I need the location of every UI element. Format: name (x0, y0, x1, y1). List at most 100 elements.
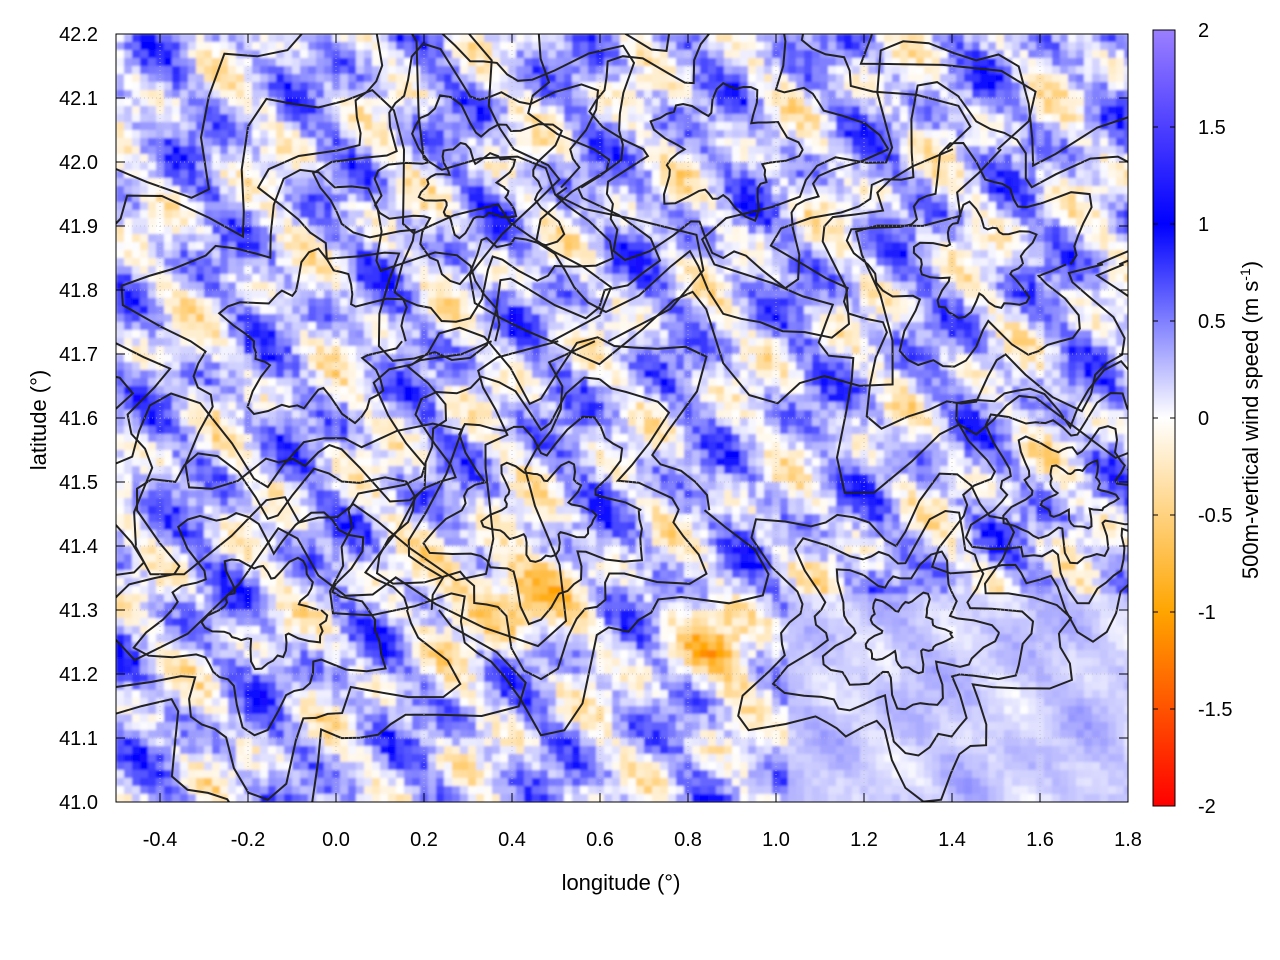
field-cell (212, 178, 221, 187)
field-cell (388, 338, 397, 347)
field-cell (836, 322, 845, 331)
field-cell (644, 242, 653, 251)
field-cell (148, 34, 157, 43)
field-cell (1060, 42, 1069, 51)
field-cell (532, 66, 541, 75)
field-cell (492, 218, 501, 227)
field-cell (700, 218, 709, 227)
field-cell (1092, 98, 1101, 107)
field-cell (268, 322, 277, 331)
field-cell (1060, 202, 1069, 211)
field-cell (364, 122, 373, 131)
field-cell (756, 242, 765, 251)
field-cell (268, 34, 277, 43)
field-cell (900, 218, 909, 227)
field-cell (924, 226, 933, 235)
field-cell (660, 106, 669, 115)
field-cell (1108, 314, 1117, 323)
field-cell (876, 82, 885, 91)
field-cell (284, 162, 293, 171)
field-cell (756, 162, 765, 171)
field-cell (460, 34, 469, 43)
field-cell (1108, 154, 1117, 163)
field-cell (676, 42, 685, 51)
field-cell (972, 314, 981, 323)
field-cell (924, 178, 933, 187)
field-cell (612, 218, 621, 227)
field-cell (116, 282, 125, 291)
field-cell (492, 42, 501, 51)
field-cell (548, 226, 557, 235)
field-cell (196, 146, 205, 155)
field-cell (532, 242, 541, 251)
field-cell (908, 178, 917, 187)
field-cell (676, 306, 685, 315)
field-cell (892, 242, 901, 251)
field-cell (556, 330, 565, 339)
field-cell (628, 114, 637, 123)
field-cell (852, 178, 861, 187)
field-cell (1068, 106, 1077, 115)
field-cell (1052, 298, 1061, 307)
field-cell (124, 250, 133, 259)
field-cell (132, 122, 141, 131)
field-cell (676, 202, 685, 211)
field-cell (116, 50, 125, 59)
field-cell (620, 82, 629, 91)
field-cell (476, 34, 485, 43)
field-cell (524, 66, 533, 75)
field-cell (468, 338, 477, 347)
field-cell (572, 322, 581, 331)
field-cell (252, 258, 261, 267)
field-cell (516, 130, 525, 139)
field-cell (132, 178, 141, 187)
field-cell (300, 42, 309, 51)
field-cell (252, 346, 261, 355)
field-cell (1044, 250, 1053, 259)
field-cell (140, 306, 149, 315)
field-cell (476, 218, 485, 227)
field-cell (340, 82, 349, 91)
field-cell (812, 66, 821, 75)
field-cell (444, 258, 453, 267)
field-cell (148, 338, 157, 347)
field-cell (788, 146, 797, 155)
field-cell (1052, 226, 1061, 235)
field-cell (1076, 130, 1085, 139)
field-cell (532, 42, 541, 51)
field-cell (324, 90, 333, 99)
field-cell (116, 202, 125, 211)
field-cell (620, 210, 629, 219)
field-cell (172, 98, 181, 107)
field-cell (700, 194, 709, 203)
field-cell (932, 58, 941, 67)
field-cell (1084, 258, 1093, 267)
field-cell (436, 322, 445, 331)
field-cell (140, 298, 149, 307)
field-cell (692, 162, 701, 171)
field-cell (396, 298, 405, 307)
field-cell (1004, 90, 1013, 99)
field-cell (404, 202, 413, 211)
field-cell (780, 162, 789, 171)
field-cell (404, 114, 413, 123)
field-cell (868, 210, 877, 219)
field-cell (436, 58, 445, 67)
field-cell (932, 282, 941, 291)
field-cell (236, 338, 245, 347)
field-cell (572, 106, 581, 115)
field-cell (1004, 58, 1013, 67)
field-cell (268, 122, 277, 131)
field-cell (340, 130, 349, 139)
field-cell (1028, 170, 1037, 179)
field-cell (1060, 58, 1069, 67)
field-cell (308, 202, 317, 211)
field-cell (460, 338, 469, 347)
field-cell (220, 178, 229, 187)
field-cell (748, 218, 757, 227)
field-cell (1084, 98, 1093, 107)
field-cell (484, 42, 493, 51)
field-cell (1084, 154, 1093, 163)
field-cell (476, 306, 485, 315)
field-cell (908, 42, 917, 51)
